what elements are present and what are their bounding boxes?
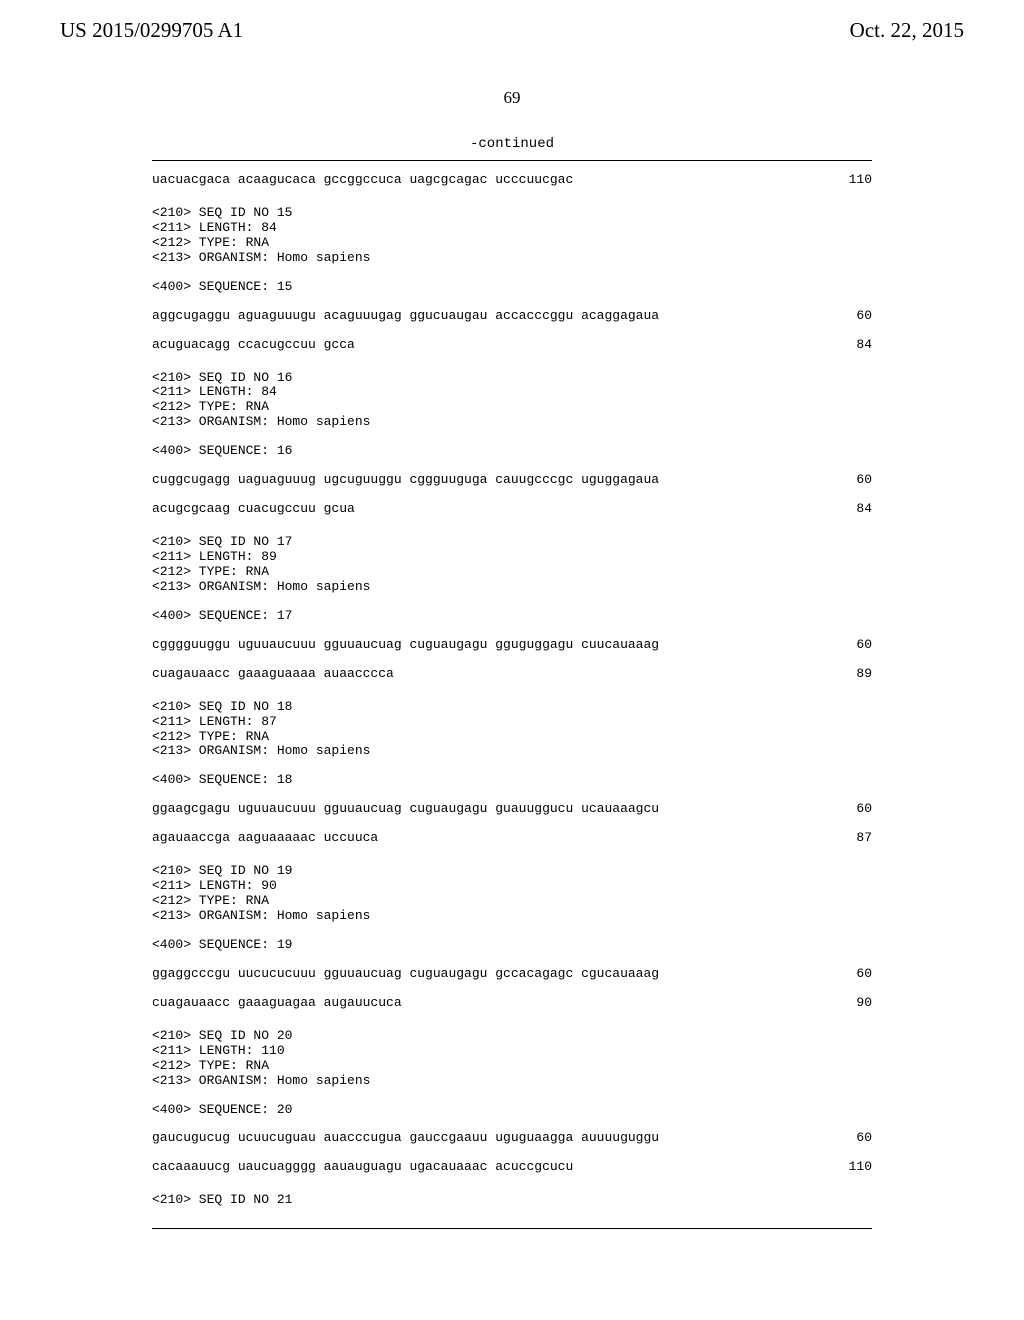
sequence-header-row: <400> SEQUENCE: 20 bbox=[152, 1103, 872, 1118]
seq-meta: <212> TYPE: RNA bbox=[152, 894, 872, 909]
sequence-row: ggaagcgagu uguuaucuuu gguuaucuag cuguaug… bbox=[152, 802, 872, 817]
seq-meta: <210> SEQ ID NO 19 bbox=[152, 864, 872, 879]
sequence-header-row: <400> SEQUENCE: 17 bbox=[152, 609, 872, 624]
seq-meta: <210> SEQ ID NO 17 bbox=[152, 535, 872, 550]
sequence-position: 110 bbox=[829, 1160, 872, 1175]
seq-meta: <212> TYPE: RNA bbox=[152, 236, 872, 251]
seq-meta: <212> TYPE: RNA bbox=[152, 1059, 872, 1074]
publication-date: Oct. 22, 2015 bbox=[850, 18, 964, 43]
sequence-header: <400> SEQUENCE: 20 bbox=[152, 1103, 292, 1118]
sequence-row: cuagauaacc gaaaguaaaa auaacccca 89 bbox=[152, 667, 872, 682]
sequence-header: <400> SEQUENCE: 17 bbox=[152, 609, 292, 624]
continued-label: -continued bbox=[0, 136, 1024, 152]
seq-meta: <213> ORGANISM: Homo sapiens bbox=[152, 251, 872, 266]
sequence-position: 60 bbox=[836, 638, 872, 653]
sequence-header-row: <400> SEQUENCE: 16 bbox=[152, 444, 872, 459]
seq-meta: <211> LENGTH: 84 bbox=[152, 221, 872, 236]
seq-meta: <210> SEQ ID NO 15 bbox=[152, 206, 872, 221]
sequence-listing: uacuacgaca acaagucaca gccggccuca uagcgca… bbox=[152, 160, 872, 1229]
seq-meta: <210> SEQ ID NO 20 bbox=[152, 1029, 872, 1044]
seq-meta: <212> TYPE: RNA bbox=[152, 730, 872, 745]
sequence-position: 60 bbox=[836, 309, 872, 324]
seq-meta: <211> LENGTH: 89 bbox=[152, 550, 872, 565]
sequence-header: <400> SEQUENCE: 15 bbox=[152, 280, 292, 295]
sequence-position: 89 bbox=[836, 667, 872, 682]
sequence-block: <210> SEQ ID NO 16 <211> LENGTH: 84 <212… bbox=[152, 371, 872, 518]
sequence-block: <210> SEQ ID NO 18 <211> LENGTH: 87 <212… bbox=[152, 700, 872, 847]
sequence-position: 84 bbox=[836, 502, 872, 517]
sequence-position: 60 bbox=[836, 967, 872, 982]
page-number: 69 bbox=[0, 88, 1024, 108]
sequence-row: cacaaauucg uaucuagggg aauauguagu ugacaua… bbox=[152, 1160, 872, 1175]
patent-number: US 2015/0299705 A1 bbox=[60, 18, 243, 43]
sequence-block: <210> SEQ ID NO 15 <211> LENGTH: 84 <212… bbox=[152, 206, 872, 353]
sequence-position: 60 bbox=[836, 802, 872, 817]
seq-meta: <210> SEQ ID NO 16 bbox=[152, 371, 872, 386]
seq-meta: <213> ORGANISM: Homo sapiens bbox=[152, 744, 872, 759]
sequence-row: cuggcugagg uaguaguuug ugcuguuggu cggguug… bbox=[152, 473, 872, 488]
sequence-position: 87 bbox=[836, 831, 872, 846]
sequence-header: <400> SEQUENCE: 19 bbox=[152, 938, 292, 953]
seq-meta: <212> TYPE: RNA bbox=[152, 565, 872, 580]
seq-meta: <211> LENGTH: 87 bbox=[152, 715, 872, 730]
sequence-position: 60 bbox=[836, 473, 872, 488]
sequence-text: acuguacagg ccacugccuu gcca bbox=[152, 338, 355, 353]
sequence-text: aggcugaggu aguaguuugu acaguuugag ggucuau… bbox=[152, 309, 659, 324]
sequence-position: 60 bbox=[836, 1131, 872, 1146]
sequence-row: cuagauaacc gaaaguagaa augauucuca 90 bbox=[152, 996, 872, 1011]
sequence-block: <210> SEQ ID NO 19 <211> LENGTH: 90 <212… bbox=[152, 864, 872, 1011]
page-header: US 2015/0299705 A1 Oct. 22, 2015 bbox=[0, 0, 1024, 58]
sequence-block: <210> SEQ ID NO 20 <211> LENGTH: 110 <21… bbox=[152, 1029, 872, 1176]
seq-meta: <211> LENGTH: 84 bbox=[152, 385, 872, 400]
sequence-text: ggaagcgagu uguuaucuuu gguuaucuag cuguaug… bbox=[152, 802, 659, 817]
sequence-header: <400> SEQUENCE: 18 bbox=[152, 773, 292, 788]
sequence-position: 90 bbox=[836, 996, 872, 1011]
seq-meta: <212> TYPE: RNA bbox=[152, 400, 872, 415]
sequence-header-row: <400> SEQUENCE: 18 bbox=[152, 773, 872, 788]
sequence-block: uacuacgaca acaagucaca gccggccuca uagcgca… bbox=[152, 173, 872, 188]
sequence-text: cuagauaacc gaaaguagaa augauucuca bbox=[152, 996, 402, 1011]
sequence-row: acugcgcaag cuacugccuu gcua 84 bbox=[152, 502, 872, 517]
seq-meta: <213> ORGANISM: Homo sapiens bbox=[152, 1074, 872, 1089]
seq-meta: <211> LENGTH: 110 bbox=[152, 1044, 872, 1059]
sequence-row: aggcugaggu aguaguuugu acaguuugag ggucuau… bbox=[152, 309, 872, 324]
seq-meta: <213> ORGANISM: Homo sapiens bbox=[152, 415, 872, 430]
sequence-text: acugcgcaag cuacugccuu gcua bbox=[152, 502, 355, 517]
sequence-text: cacaaauucg uaucuagggg aauauguagu ugacaua… bbox=[152, 1160, 573, 1175]
sequence-header-row: <400> SEQUENCE: 19 bbox=[152, 938, 872, 953]
sequence-position: 110 bbox=[829, 173, 872, 188]
seq-meta: <211> LENGTH: 90 bbox=[152, 879, 872, 894]
seq-meta: <213> ORGANISM: Homo sapiens bbox=[152, 909, 872, 924]
sequence-row: ggaggcccgu uucucucuuu gguuaucuag cuguaug… bbox=[152, 967, 872, 982]
sequence-header-row: <400> SEQUENCE: 15 bbox=[152, 280, 872, 295]
sequence-row: acuguacagg ccacugccuu gcca 84 bbox=[152, 338, 872, 353]
seq-meta: <210> SEQ ID NO 21 bbox=[152, 1193, 872, 1208]
sequence-text: cuggcugagg uaguaguuug ugcuguuggu cggguug… bbox=[152, 473, 659, 488]
seq-meta: <210> SEQ ID NO 18 bbox=[152, 700, 872, 715]
sequence-header: <400> SEQUENCE: 16 bbox=[152, 444, 292, 459]
sequence-text: ggaggcccgu uucucucuuu gguuaucuag cuguaug… bbox=[152, 967, 659, 982]
sequence-block: <210> SEQ ID NO 17 <211> LENGTH: 89 <212… bbox=[152, 535, 872, 682]
sequence-row: gaucugucug ucuucuguau auacccugua gauccga… bbox=[152, 1131, 872, 1146]
sequence-position: 84 bbox=[836, 338, 872, 353]
sequence-row: agauaaccga aaguaaaaac uccuuca 87 bbox=[152, 831, 872, 846]
seq-meta: <213> ORGANISM: Homo sapiens bbox=[152, 580, 872, 595]
sequence-text: agauaaccga aaguaaaaac uccuuca bbox=[152, 831, 378, 846]
sequence-text: cgggguuggu uguuaucuuu gguuaucuag cuguaug… bbox=[152, 638, 659, 653]
sequence-text: gaucugucug ucuucuguau auacccugua gauccga… bbox=[152, 1131, 659, 1146]
sequence-text: cuagauaacc gaaaguaaaa auaacccca bbox=[152, 667, 394, 682]
sequence-row: cgggguuggu uguuaucuuu gguuaucuag cuguaug… bbox=[152, 638, 872, 653]
sequence-row: uacuacgaca acaagucaca gccggccuca uagcgca… bbox=[152, 173, 872, 188]
sequence-text: uacuacgaca acaagucaca gccggccuca uagcgca… bbox=[152, 173, 573, 188]
